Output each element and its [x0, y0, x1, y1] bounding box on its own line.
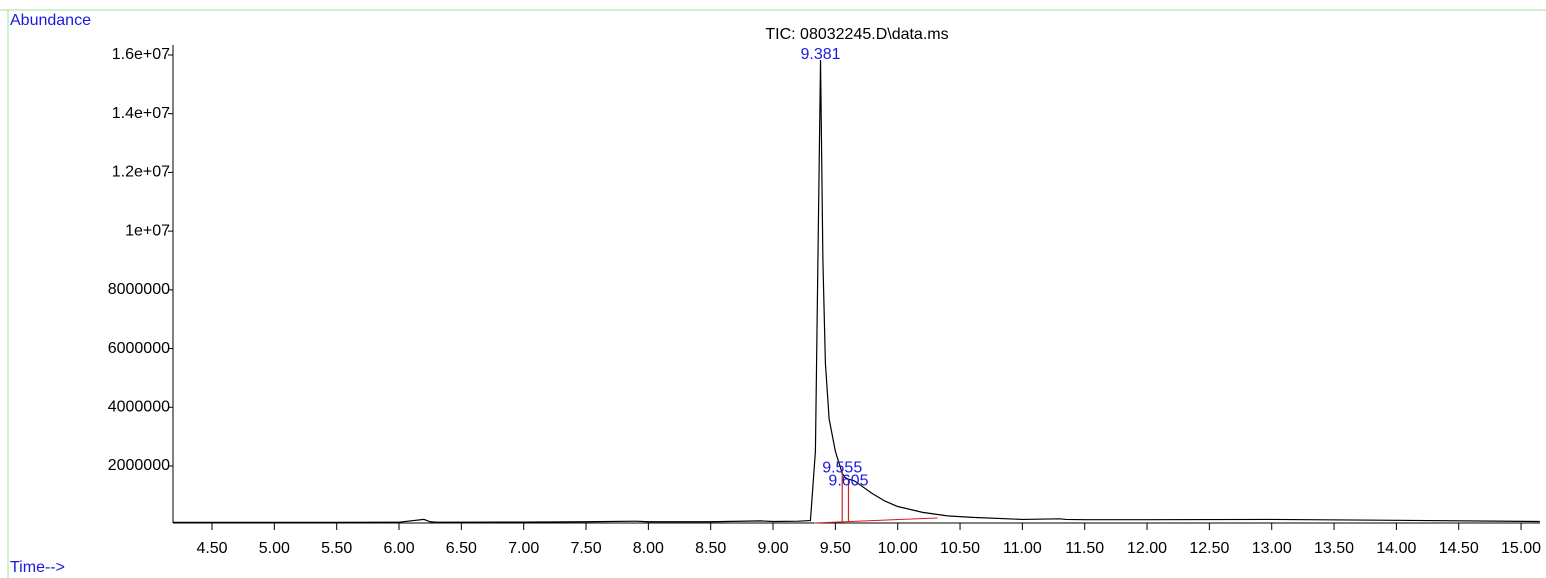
x-tick-label: 11.00 [1003, 540, 1042, 557]
chart-title: TIC: 08032245.D\data.ms [765, 26, 948, 43]
x-tick-label: 4.50 [196, 540, 227, 557]
x-tick-label: 12.00 [1127, 540, 1167, 557]
y-tick-label: 1.2e+07 [112, 164, 170, 181]
y-tick-label: 1.4e+07 [112, 105, 170, 122]
x-tick-label: 14.00 [1376, 540, 1416, 557]
x-tick-label: 12.50 [1189, 540, 1229, 557]
x-tick-label: 8.00 [633, 540, 664, 557]
x-tick-label: 10.50 [940, 540, 980, 557]
y-tick-label: 4000000 [108, 398, 170, 415]
x-tick-label: 9.50 [820, 540, 851, 557]
peak-label: 9.381 [801, 46, 841, 63]
peak-label: 9.605 [828, 472, 868, 489]
x-tick-label: 8.50 [695, 540, 726, 557]
y-axis-label: Abundance [10, 12, 91, 29]
x-axis-label: Time--> [10, 559, 65, 576]
peak-label: 9.555 [822, 460, 862, 477]
x-tick-label: 15.00 [1501, 540, 1541, 557]
x-tick-label: 6.00 [383, 540, 414, 557]
x-tick-label: 7.50 [570, 540, 601, 557]
y-tick-label: 2000000 [108, 457, 170, 474]
x-tick-label: 13.50 [1314, 540, 1354, 557]
x-tick-label: 7.00 [508, 540, 539, 557]
trace [173, 59, 1540, 523]
y-tick-label: 1.6e+07 [112, 46, 170, 63]
x-tick-label: 5.50 [321, 540, 352, 557]
y-tick-label: 8000000 [108, 281, 170, 298]
x-tick-label: 10.00 [878, 540, 918, 557]
x-tick-label: 11.50 [1065, 540, 1104, 557]
x-tick-label: 6.50 [446, 540, 477, 557]
integration-baseline [814, 517, 938, 524]
y-tick-label: 6000000 [108, 340, 170, 357]
x-tick-label: 9.00 [757, 540, 788, 557]
x-tick-label: 14.50 [1439, 540, 1479, 557]
y-tick-label: 1e+07 [125, 222, 170, 239]
x-tick-label: 13.00 [1252, 540, 1292, 557]
x-tick-label: 5.00 [259, 540, 290, 557]
